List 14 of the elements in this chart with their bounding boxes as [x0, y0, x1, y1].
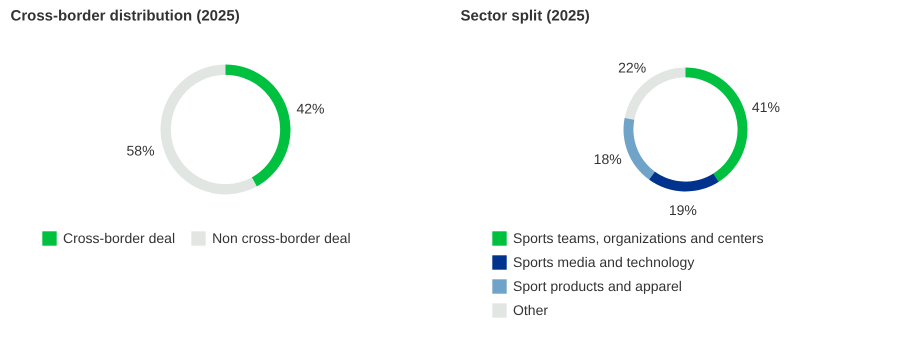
legend-label: Cross-border deal — [63, 230, 176, 246]
legend-label: Non cross-border deal — [212, 230, 351, 246]
data-label: 22% — [618, 59, 646, 76]
legend-label: Sports media and technology — [513, 254, 694, 270]
data-label: 58% — [126, 142, 155, 159]
chart-title: Cross-border distribution (2025) — [10, 8, 240, 24]
legend-label: Other — [513, 302, 548, 318]
legend-label: Sport products and apparel — [513, 278, 682, 294]
data-label: 19% — [668, 202, 697, 218]
chart-title: Sector split (2025) — [460, 8, 590, 24]
data-label: 42% — [296, 100, 325, 116]
data-label: 18% — [594, 151, 622, 168]
legend-label: Sports teams, organizations and centers — [513, 230, 764, 246]
data-label: 41% — [752, 99, 780, 116]
